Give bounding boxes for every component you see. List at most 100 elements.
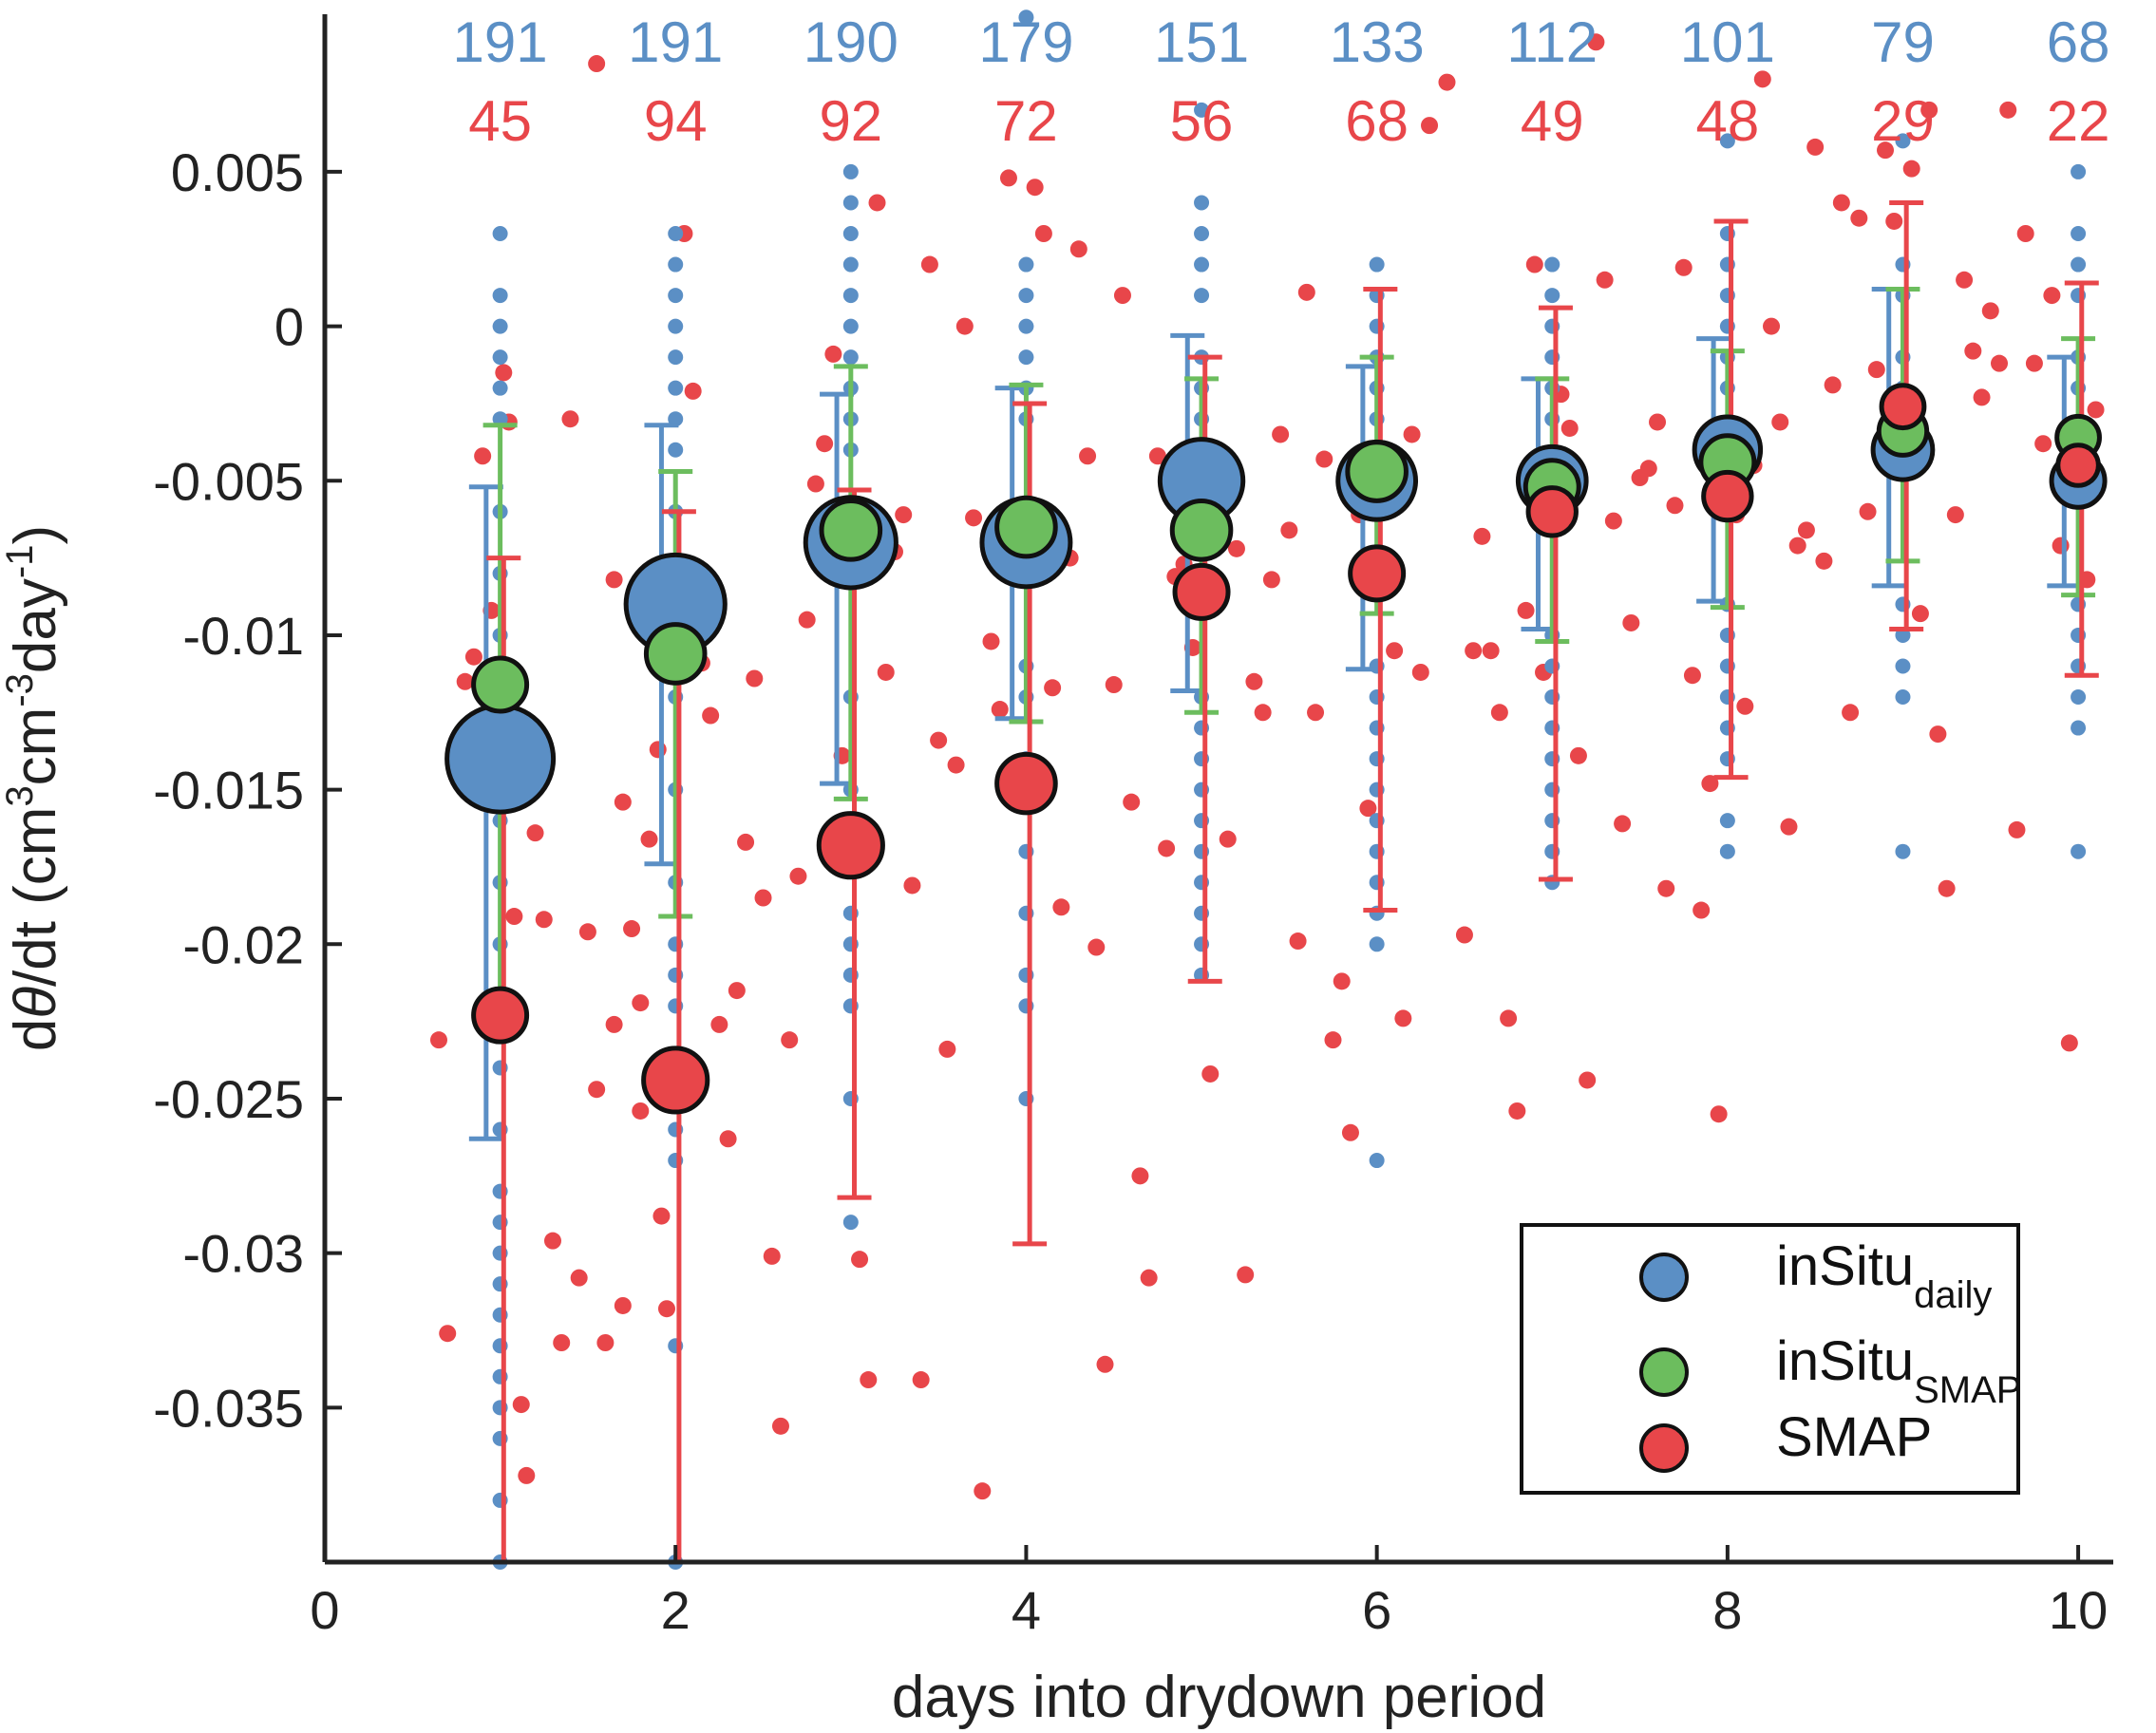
smap-raw-point	[1087, 938, 1106, 956]
smap-raw-point	[1850, 209, 1868, 227]
insitu-daily-raw-point	[842, 195, 859, 211]
smap-mean-marker	[1348, 544, 1407, 603]
smap-raw-point	[1254, 704, 1272, 722]
insitu-daily-raw-point	[1194, 102, 1210, 118]
smap-raw-point	[1657, 879, 1675, 897]
smap-raw-point	[657, 1300, 675, 1318]
smap-raw-point	[1753, 70, 1771, 88]
smap-raw-point	[1806, 138, 1825, 156]
x-tick-label: 8	[1712, 1580, 1742, 1640]
insitu-daily-count: 191	[628, 10, 723, 74]
smap-raw-point	[1797, 521, 1815, 539]
y-axis-title-part: day	[3, 578, 68, 673]
smap-count: 72	[994, 89, 1058, 153]
smap-raw-point	[652, 1207, 671, 1225]
insitu-daily-raw-point	[842, 1215, 859, 1231]
insitu-daily-raw-point	[842, 256, 859, 273]
smap-mean-marker	[1879, 383, 1927, 431]
smap-raw-point	[702, 706, 720, 725]
smap-raw-point	[1411, 663, 1429, 681]
smap-raw-point	[2060, 1034, 2078, 1052]
y-axis-title: dθ/dt (cm3cm-3day-1)	[0, 525, 68, 1051]
smap-raw-point	[1490, 704, 1508, 722]
smap-raw-point	[1596, 271, 1614, 289]
insitu-daily-count: 179	[978, 10, 1073, 74]
smap-raw-point	[806, 475, 824, 493]
smap-mean-marker	[641, 1045, 710, 1115]
insitu-daily-raw-point	[1895, 658, 1911, 674]
smap-mean-marker	[816, 811, 885, 880]
smap-raw-point	[640, 830, 658, 848]
smap-raw-point	[771, 1417, 789, 1435]
smap-count: 48	[1695, 89, 1759, 153]
smap-mean-marker	[2055, 443, 2101, 488]
x-tick-label: 0	[310, 1580, 339, 1640]
smap-raw-point	[553, 1334, 571, 1352]
y-axis-title-part: )	[3, 525, 68, 545]
smap-raw-point	[1815, 552, 1833, 570]
smap-raw-point	[947, 756, 965, 774]
smap-raw-point	[1123, 793, 1141, 811]
smap-raw-point	[728, 982, 746, 1000]
y-axis-title-superscript: -1	[0, 545, 41, 579]
smap-raw-point	[955, 317, 974, 335]
insitu-daily-raw-point	[1018, 256, 1034, 273]
insitu-smap-mean-marker	[471, 655, 530, 714]
smap-raw-point	[1902, 160, 1920, 178]
smap-raw-point	[1237, 1266, 1255, 1284]
smap-raw-point	[588, 55, 606, 73]
smap-raw-point	[920, 255, 938, 273]
y-axis-title-part: /dt (cm	[3, 807, 68, 987]
insitu-daily-raw-point	[1719, 813, 1735, 829]
smap-raw-point	[512, 1396, 530, 1414]
insitu-daily-raw-point	[2071, 720, 2087, 736]
insitu-daily-raw-point	[492, 225, 508, 241]
smap-raw-point	[2008, 820, 2026, 838]
y-axis-title-group: dθ/dt (cm3cm-3day-1)	[0, 525, 68, 1051]
smap-mean-marker	[1701, 469, 1754, 523]
legend-label-subscript: daily	[1914, 1274, 1992, 1316]
smap-raw-point	[2034, 435, 2052, 453]
smap-raw-point	[429, 1031, 447, 1049]
smap-raw-point	[1736, 697, 1754, 715]
smap-raw-point	[1394, 1009, 1412, 1027]
y-tick-label: -0.02	[182, 914, 304, 974]
smap-raw-point	[1455, 926, 1473, 944]
smap-raw-point	[1280, 521, 1298, 539]
smap-raw-point	[1938, 879, 1956, 897]
smap-raw-point	[614, 1296, 632, 1314]
insitu-daily-raw-point	[842, 318, 859, 334]
insitu-daily-raw-point	[842, 349, 859, 366]
smap-raw-point	[684, 382, 702, 400]
insitu-daily-count: 151	[1154, 10, 1249, 74]
y-axis-title-part: cm	[3, 707, 68, 786]
insitu-daily-raw-point	[1895, 627, 1911, 643]
insitu-smap-mean-marker	[819, 499, 883, 562]
insitu-daily-raw-point	[1369, 1153, 1385, 1169]
smap-raw-point	[737, 833, 755, 851]
insitu-daily-raw-point	[2071, 843, 2087, 859]
smap-raw-point	[1245, 672, 1263, 690]
smap-raw-point	[2043, 287, 2061, 305]
smap-raw-point	[2025, 354, 2043, 372]
smap-raw-point	[505, 908, 523, 926]
smap-raw-point	[754, 889, 772, 907]
smap-count: 45	[468, 89, 532, 153]
insitu-daily-raw-point	[1895, 133, 1911, 149]
smap-raw-point	[1324, 1031, 1342, 1049]
smap-raw-point	[938, 1040, 956, 1058]
smap-mean-marker	[1525, 485, 1579, 538]
legend-marker-insitu-smap	[1639, 1347, 1689, 1397]
smap-mean-marker	[471, 986, 530, 1045]
legend-label-main: inSitu	[1776, 1330, 1914, 1392]
smap-raw-point	[1991, 354, 2009, 372]
smap-raw-point	[1289, 932, 1307, 951]
smap-raw-point	[456, 672, 474, 690]
smap-raw-point	[1946, 506, 1964, 524]
y-axis-title-superscript: 3	[0, 785, 41, 806]
smap-raw-point	[1867, 361, 1885, 379]
smap-raw-point	[719, 1130, 737, 1148]
smap-raw-point	[1877, 141, 1895, 160]
smap-count: 92	[819, 89, 882, 153]
y-tick-label: 0	[274, 297, 304, 357]
